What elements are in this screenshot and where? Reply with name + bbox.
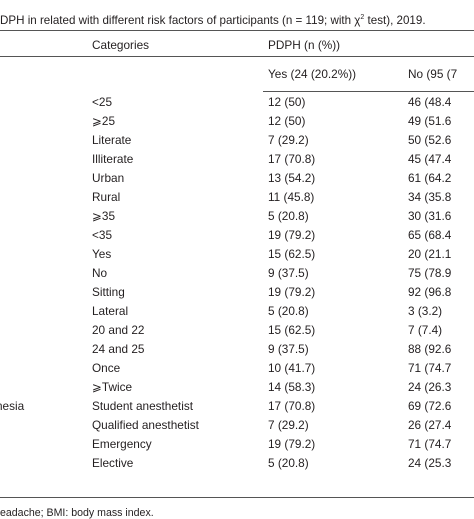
row-category: Qualified anesthetist <box>92 418 199 432</box>
table-row: <25 12 (50) 46 (48.4 <box>0 95 474 114</box>
row-yes-value: 5 (20.8) <box>268 456 309 470</box>
row-no-value: 30 (31.6 <box>408 209 452 223</box>
row-category: Rural <box>92 190 121 204</box>
row-category: Yes <box>92 247 112 261</box>
row-yes-value: 17 (70.8) <box>268 152 316 166</box>
row-category: 20 and 22 <box>92 323 145 337</box>
row-category: Once <box>92 361 121 375</box>
row-no-value: 26 (27.4 <box>408 418 452 432</box>
row-no-value: 49 (51.6 <box>408 114 452 128</box>
row-category: ⩾Twice <box>92 380 133 394</box>
table-row: Once 10 (41.7) 71 (74.7 <box>0 361 474 380</box>
header-pdph: PDPH (n (%)) <box>268 38 341 52</box>
table-row: Literate 7 (29.2) 50 (52.6 <box>0 133 474 152</box>
row-yes-value: 12 (50) <box>268 95 306 109</box>
table-row: Illiterate 17 (70.8) 45 (47.4 <box>0 152 474 171</box>
header-rule <box>0 56 474 57</box>
table-row: Qualified anesthetist 7 (29.2) 26 (27.4 <box>0 418 474 437</box>
row-yes-value: 10 (41.7) <box>268 361 316 375</box>
row-no-value: 34 (35.8 <box>408 190 452 204</box>
row-no-value: 92 (96.8 <box>408 285 452 299</box>
table-row: Urban 13 (54.2) 61 (64.2 <box>0 171 474 190</box>
row-category: Urban <box>92 171 125 185</box>
row-category: 24 and 25 <box>92 342 145 356</box>
row-no-value: 65 (68.4 <box>408 228 452 242</box>
row-yes-value: 15 (62.5) <box>268 323 316 337</box>
row-no-value: 7 (7.4) <box>408 323 443 337</box>
table-top-rule <box>0 30 474 31</box>
row-category: Emergency <box>92 437 152 451</box>
table-row: ⩾35 5 (20.8) 30 (31.6 <box>0 209 474 228</box>
row-category: <35 <box>92 228 113 242</box>
row-yes-value: 19 (79.2) <box>268 437 316 451</box>
row-category: Sitting <box>92 285 125 299</box>
row-yes-value: 17 (70.8) <box>268 399 316 413</box>
table-row: Sitting 19 (79.2) 92 (96.8 <box>0 285 474 304</box>
table-bottom-rule <box>0 497 474 498</box>
row-no-value: 46 (48.4 <box>408 95 452 109</box>
row-yes-value: 7 (29.2) <box>268 133 309 147</box>
row-yes-value: 14 (58.3) <box>268 380 316 394</box>
table-row: ⩾25 12 (50) 49 (51.6 <box>0 114 474 133</box>
table-row: <35 19 (79.2) 65 (68.4 <box>0 228 474 247</box>
row-no-value: 71 (74.7 <box>408 437 452 451</box>
row-yes-value: 5 (20.8) <box>268 209 309 223</box>
table-row: Rural 11 (45.8) 34 (35.8 <box>0 190 474 209</box>
row-yes-value: 7 (29.2) <box>268 418 309 432</box>
row-category: Literate <box>92 133 132 147</box>
table-footnote: eadache; BMI: body mass index. <box>0 507 154 519</box>
row-no-value: 88 (92.6 <box>408 342 452 356</box>
row-yes-value: 12 (50) <box>268 114 306 128</box>
table-row: Elective 5 (20.8) 24 (25.3 <box>0 456 474 475</box>
row-category: Illiterate <box>92 152 134 166</box>
row-no-value: 50 (52.6 <box>408 133 452 147</box>
row-yes-value: 11 (45.8) <box>268 190 315 204</box>
row-category: Student anesthetist <box>92 399 193 413</box>
row-category: <25 <box>92 95 113 109</box>
table-row: 24 and 25 9 (37.5) 88 (92.6 <box>0 342 474 361</box>
row-no-value: 45 (47.4 <box>408 152 452 166</box>
table-row: ⩾Twice 14 (58.3) 24 (26.3 <box>0 380 474 399</box>
caption-text: DPH in related with different risk facto… <box>0 14 361 27</box>
row-yes-value: 13 (54.2) <box>268 171 316 185</box>
header-categories: Categories <box>92 38 150 52</box>
row-yes-value: 15 (62.5) <box>268 247 316 261</box>
row-yes-value: 9 (37.5) <box>268 266 309 280</box>
row-yes-value: 9 (37.5) <box>268 342 309 356</box>
subheader-rule <box>263 91 474 92</box>
caption-tail: test), 2019. <box>364 14 426 27</box>
header-yes: Yes (24 (20.2%)) <box>268 67 357 81</box>
table-row: No 9 (37.5) 75 (78.9 <box>0 266 474 285</box>
header-no: No (95 (7 <box>408 67 458 81</box>
row-category: ⩾35 <box>92 209 116 223</box>
row-yes-value: 19 (79.2) <box>268 285 316 299</box>
row-yes-value: 5 (20.8) <box>268 304 309 318</box>
row-category: No <box>92 266 108 280</box>
row-category: Lateral <box>92 304 129 318</box>
row-no-value: 3 (3.2) <box>408 304 443 318</box>
row-no-value: 24 (25.3 <box>408 456 452 470</box>
row-no-value: 61 (64.2 <box>408 171 452 185</box>
row-no-value: 75 (78.9 <box>408 266 452 280</box>
row-category: ⩾25 <box>92 114 116 128</box>
row-category: Elective <box>92 456 134 470</box>
caption-superscript: 2 <box>360 14 365 22</box>
row-yes-value: 19 (79.2) <box>268 228 316 242</box>
table-row: nesia Student anesthetist 17 (70.8) 69 (72.… <box>0 399 474 418</box>
row-no-value: 69 (72.6 <box>408 399 452 413</box>
table-row: Emergency 19 (79.2) 71 (74.7 <box>0 437 474 456</box>
table-row: Yes 15 (62.5) 20 (21.1 <box>0 247 474 266</box>
row-variable: nesia <box>0 399 25 413</box>
row-no-value: 24 (26.3 <box>408 380 452 394</box>
table-row: 20 and 22 15 (62.5) 7 (7.4) <box>0 323 474 342</box>
row-no-value: 71 (74.7 <box>408 361 452 375</box>
table-row: Lateral 5 (20.8) 3 (3.2) <box>0 304 474 323</box>
row-no-value: 20 (21.1 <box>408 247 452 261</box>
table-caption: DPH in related with different risk facto… <box>0 14 474 27</box>
